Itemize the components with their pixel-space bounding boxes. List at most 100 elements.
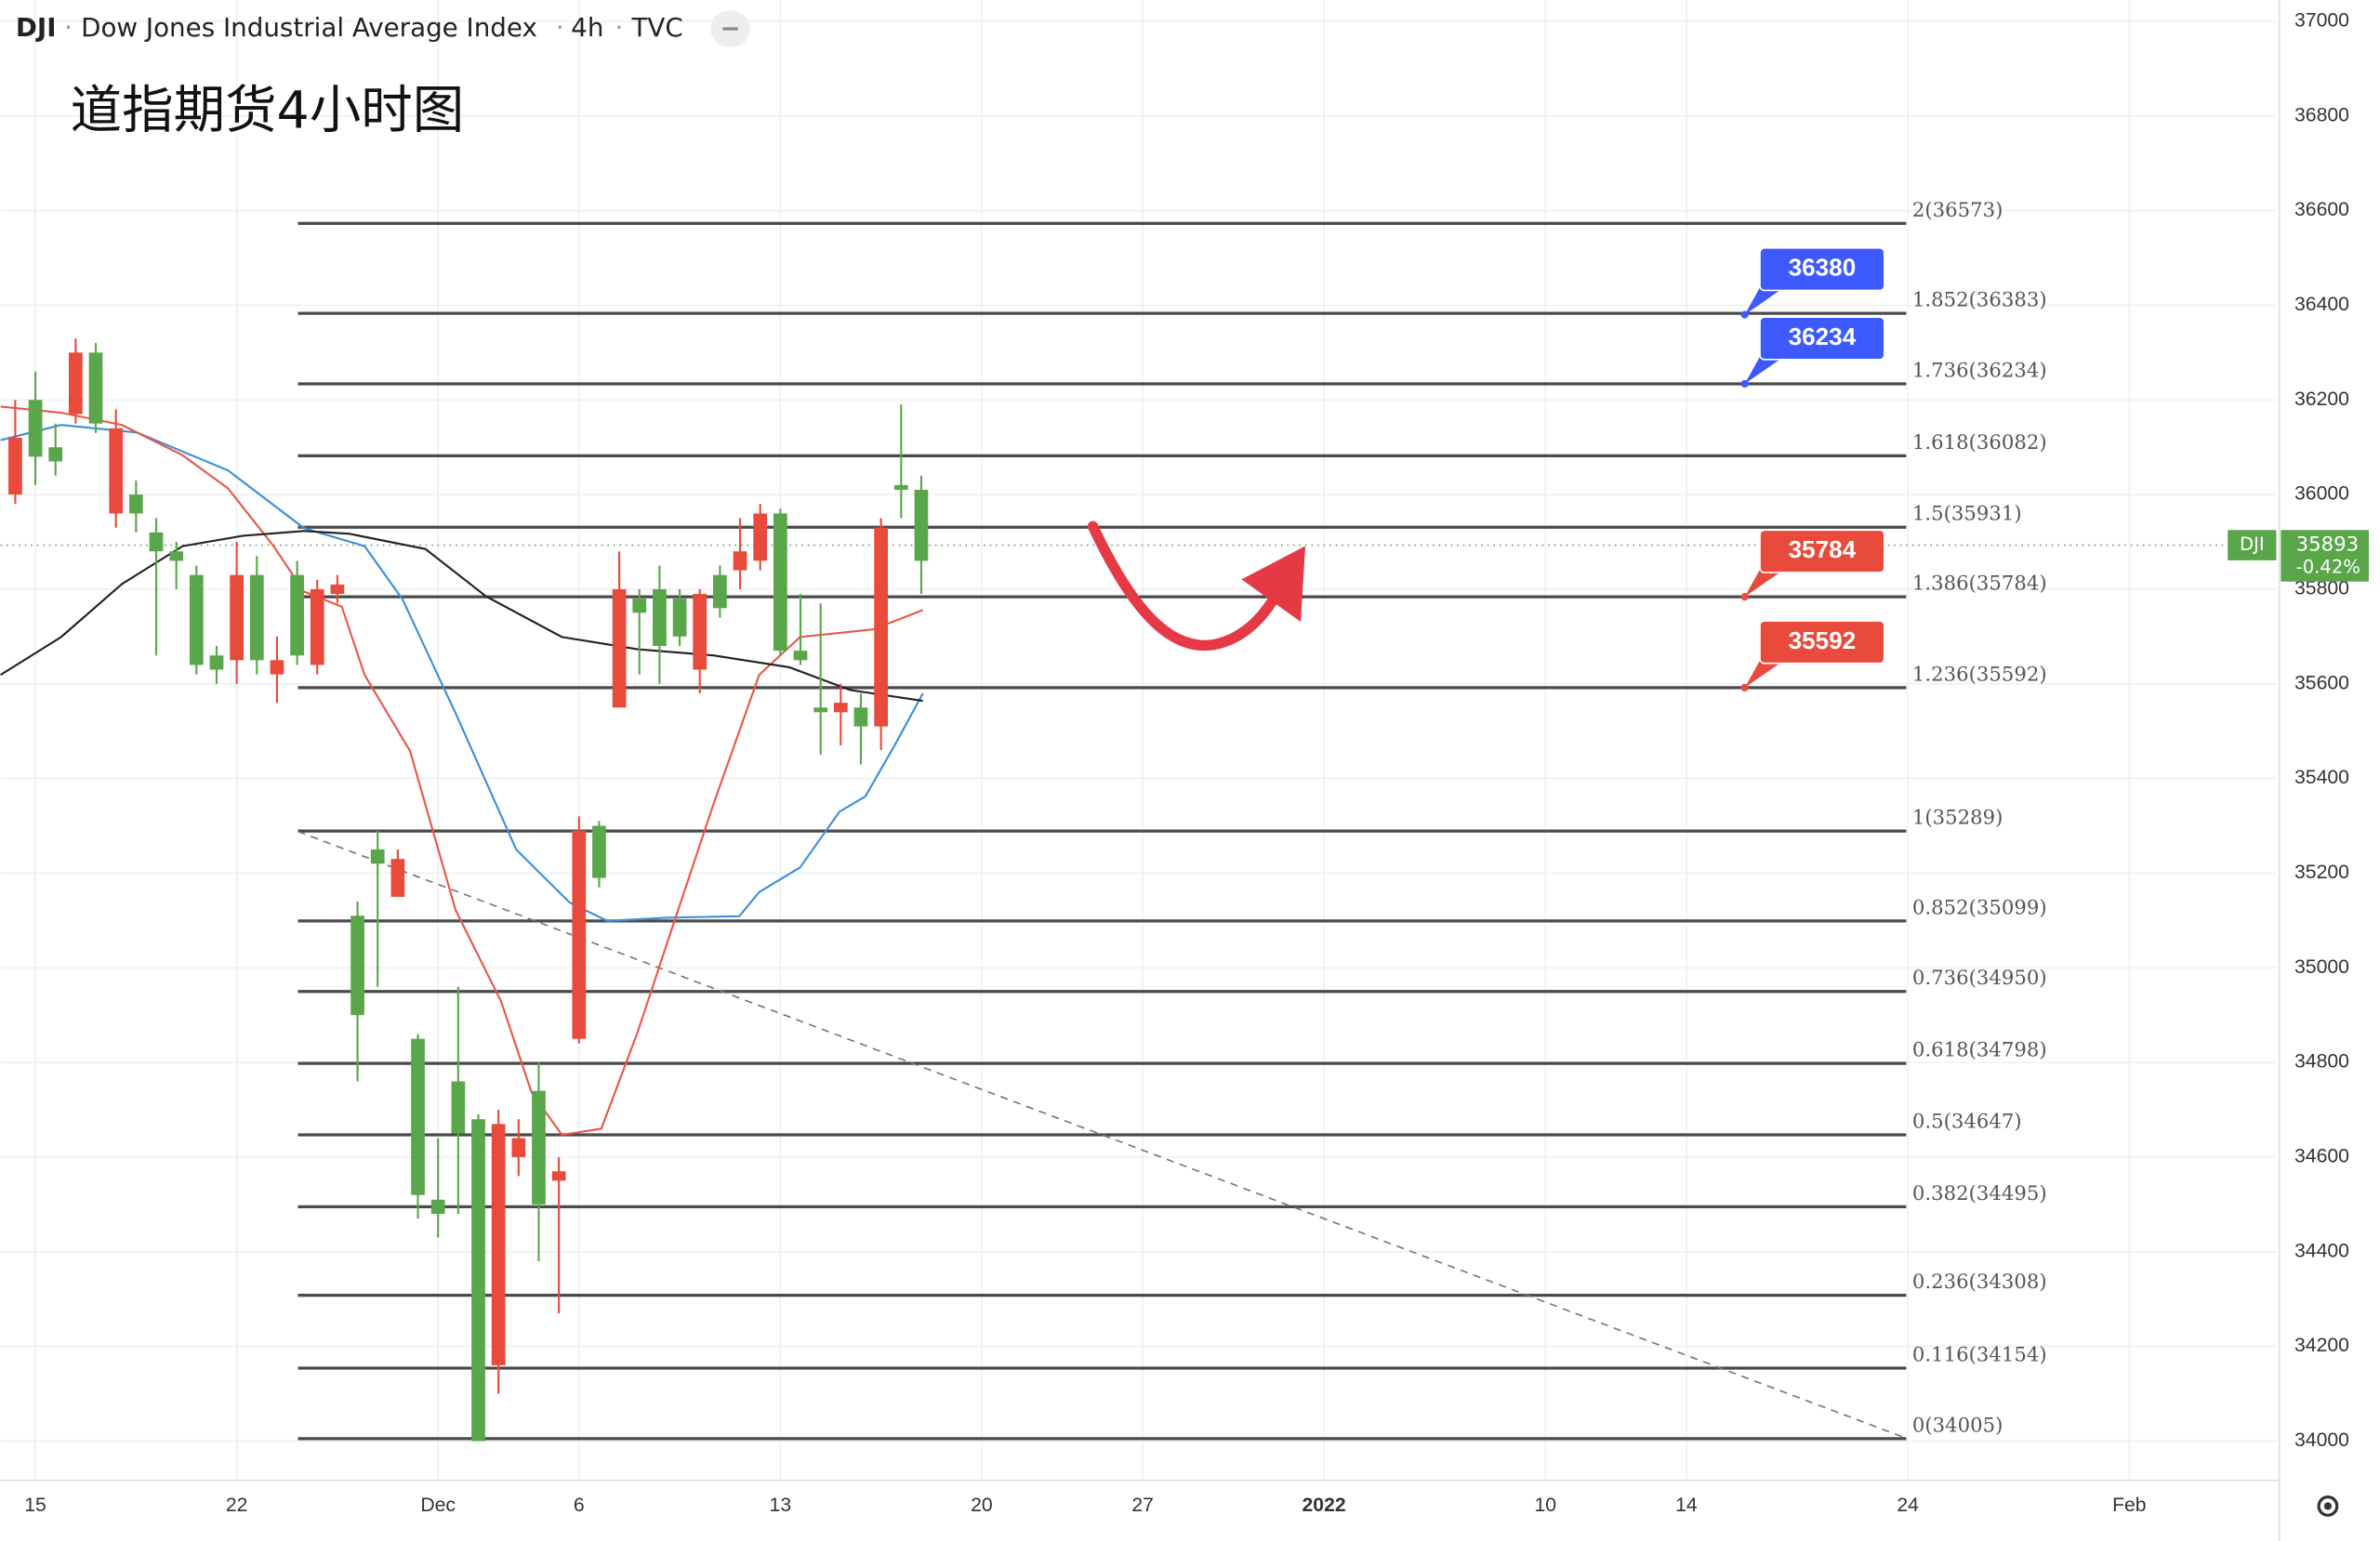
candle-body	[189, 574, 204, 665]
source: TVC	[630, 12, 682, 43]
y-tick-label: 34200	[2294, 1335, 2349, 1356]
last-price-box	[2281, 530, 2369, 582]
separator: ·	[64, 12, 73, 43]
callout: 36234	[1740, 316, 1885, 389]
y-tick-label: 34800	[2294, 1051, 2349, 1073]
fib-label: 1.236(35592)	[1912, 663, 2047, 686]
candle-body	[773, 513, 787, 652]
candle-body	[451, 1081, 466, 1134]
callout-label: 36234	[1789, 323, 1857, 350]
candle-body	[411, 1038, 425, 1195]
candle-body	[551, 1171, 566, 1181]
interval: 4h	[571, 12, 603, 43]
candle-body	[209, 655, 224, 670]
fib-label: 0.382(34495)	[1912, 1182, 2047, 1205]
x-tick-label: Dec	[420, 1495, 456, 1516]
symbol: DJI	[16, 12, 57, 43]
callout-label: 35592	[1789, 626, 1857, 654]
fib-label: 0.736(34950)	[1912, 967, 2047, 990]
chart-title: 道指期货4小时图	[71, 82, 465, 141]
last-price-value: 35893	[2296, 533, 2359, 557]
callout-pointer	[1744, 660, 1785, 688]
candle-body	[109, 428, 124, 514]
candle-body	[612, 588, 627, 708]
arrow	[1087, 520, 1306, 652]
moving-average	[0, 530, 923, 703]
callout-label: 35784	[1789, 535, 1857, 563]
fib-label: 1(35289)	[1912, 807, 2003, 830]
y-tick-label: 36400	[2294, 294, 2349, 315]
fib-label: 0.236(34308)	[1912, 1271, 2047, 1294]
separator: ·	[615, 12, 624, 43]
x-tick-label: 27	[1131, 1495, 1154, 1516]
x-tick-label: 2022	[1302, 1495, 1345, 1516]
moving-average	[0, 405, 924, 1137]
fib-label: 0.618(34798)	[1912, 1039, 2047, 1062]
y-tick-label: 36000	[2294, 483, 2349, 505]
candle-body	[370, 849, 385, 864]
candle-body	[330, 584, 345, 595]
candle-body	[48, 447, 63, 462]
candle-body	[290, 574, 304, 656]
last-price-change: -0.42%	[2296, 557, 2360, 578]
x-tick-label: 10	[1535, 1495, 1557, 1516]
y-tick-label: 36600	[2294, 199, 2349, 220]
candle-body	[491, 1124, 506, 1365]
callout: 35592	[1740, 620, 1885, 691]
fib-label: 0(34005)	[1912, 1414, 2003, 1437]
fib-label: 1.5(35931)	[1912, 503, 2022, 526]
candle-body	[853, 707, 868, 727]
callout-point	[1740, 683, 1749, 691]
y-tick-label: 36200	[2294, 389, 2349, 410]
settings-icon[interactable]	[2317, 1495, 2339, 1517]
separator: ·	[556, 12, 564, 43]
candle-body	[653, 588, 667, 647]
candle-body	[128, 494, 143, 514]
candle-body	[69, 352, 83, 415]
callout-box	[1759, 620, 1885, 665]
fib-label: 1.618(36082)	[1912, 431, 2047, 454]
candle-body	[169, 551, 184, 561]
header: DJI · Dow Jones Industrial Average Index…	[16, 10, 750, 47]
gear-ring	[2317, 1495, 2339, 1517]
candle-body	[592, 825, 606, 878]
x-tick-label: 13	[770, 1495, 792, 1516]
y-tick-label: 34400	[2294, 1240, 2349, 1261]
fib-label: 1.736(36234)	[1912, 359, 2047, 382]
candle-body	[310, 588, 324, 665]
symbol-name: Dow Jones Industrial Average Index	[81, 12, 537, 43]
callout-box	[1759, 246, 1885, 292]
candle-body	[893, 484, 908, 491]
fib-label: 2(36573)	[1912, 199, 2003, 222]
candle-body	[632, 599, 647, 613]
callout-point	[1740, 593, 1749, 601]
fib-label: 1.386(35784)	[1912, 573, 2047, 596]
candle-body	[230, 574, 244, 661]
y-tick-label: 36800	[2294, 104, 2349, 125]
callout-pointer	[1744, 569, 1785, 598]
x-tick-label: 15	[24, 1495, 46, 1516]
fib-label: 1.852(36383)	[1912, 289, 2047, 312]
candle-body	[532, 1090, 546, 1205]
candle-body	[8, 437, 22, 495]
fib-label: 0.852(35099)	[1912, 896, 2047, 919]
candle-body	[350, 915, 364, 1016]
candle-body	[793, 651, 808, 661]
arrow-curve	[1087, 520, 1289, 652]
fib-label: 0.116(34154)	[1912, 1343, 2047, 1366]
last-price-tag	[2228, 530, 2277, 560]
candle-body	[88, 352, 103, 424]
candle-body	[249, 574, 264, 661]
candle-body	[28, 400, 43, 457]
y-tick-label: 35000	[2294, 956, 2349, 978]
x-tick-label: 20	[971, 1495, 993, 1516]
candle-body	[693, 594, 707, 670]
callout-box	[1759, 529, 1885, 573]
callout-label: 36380	[1789, 254, 1857, 282]
x-tick-label: 6	[574, 1495, 585, 1516]
callout-pointer	[1744, 356, 1785, 384]
x-tick-label: 24	[1897, 1495, 1919, 1516]
candle-body	[874, 527, 889, 727]
candle-body	[430, 1199, 445, 1215]
